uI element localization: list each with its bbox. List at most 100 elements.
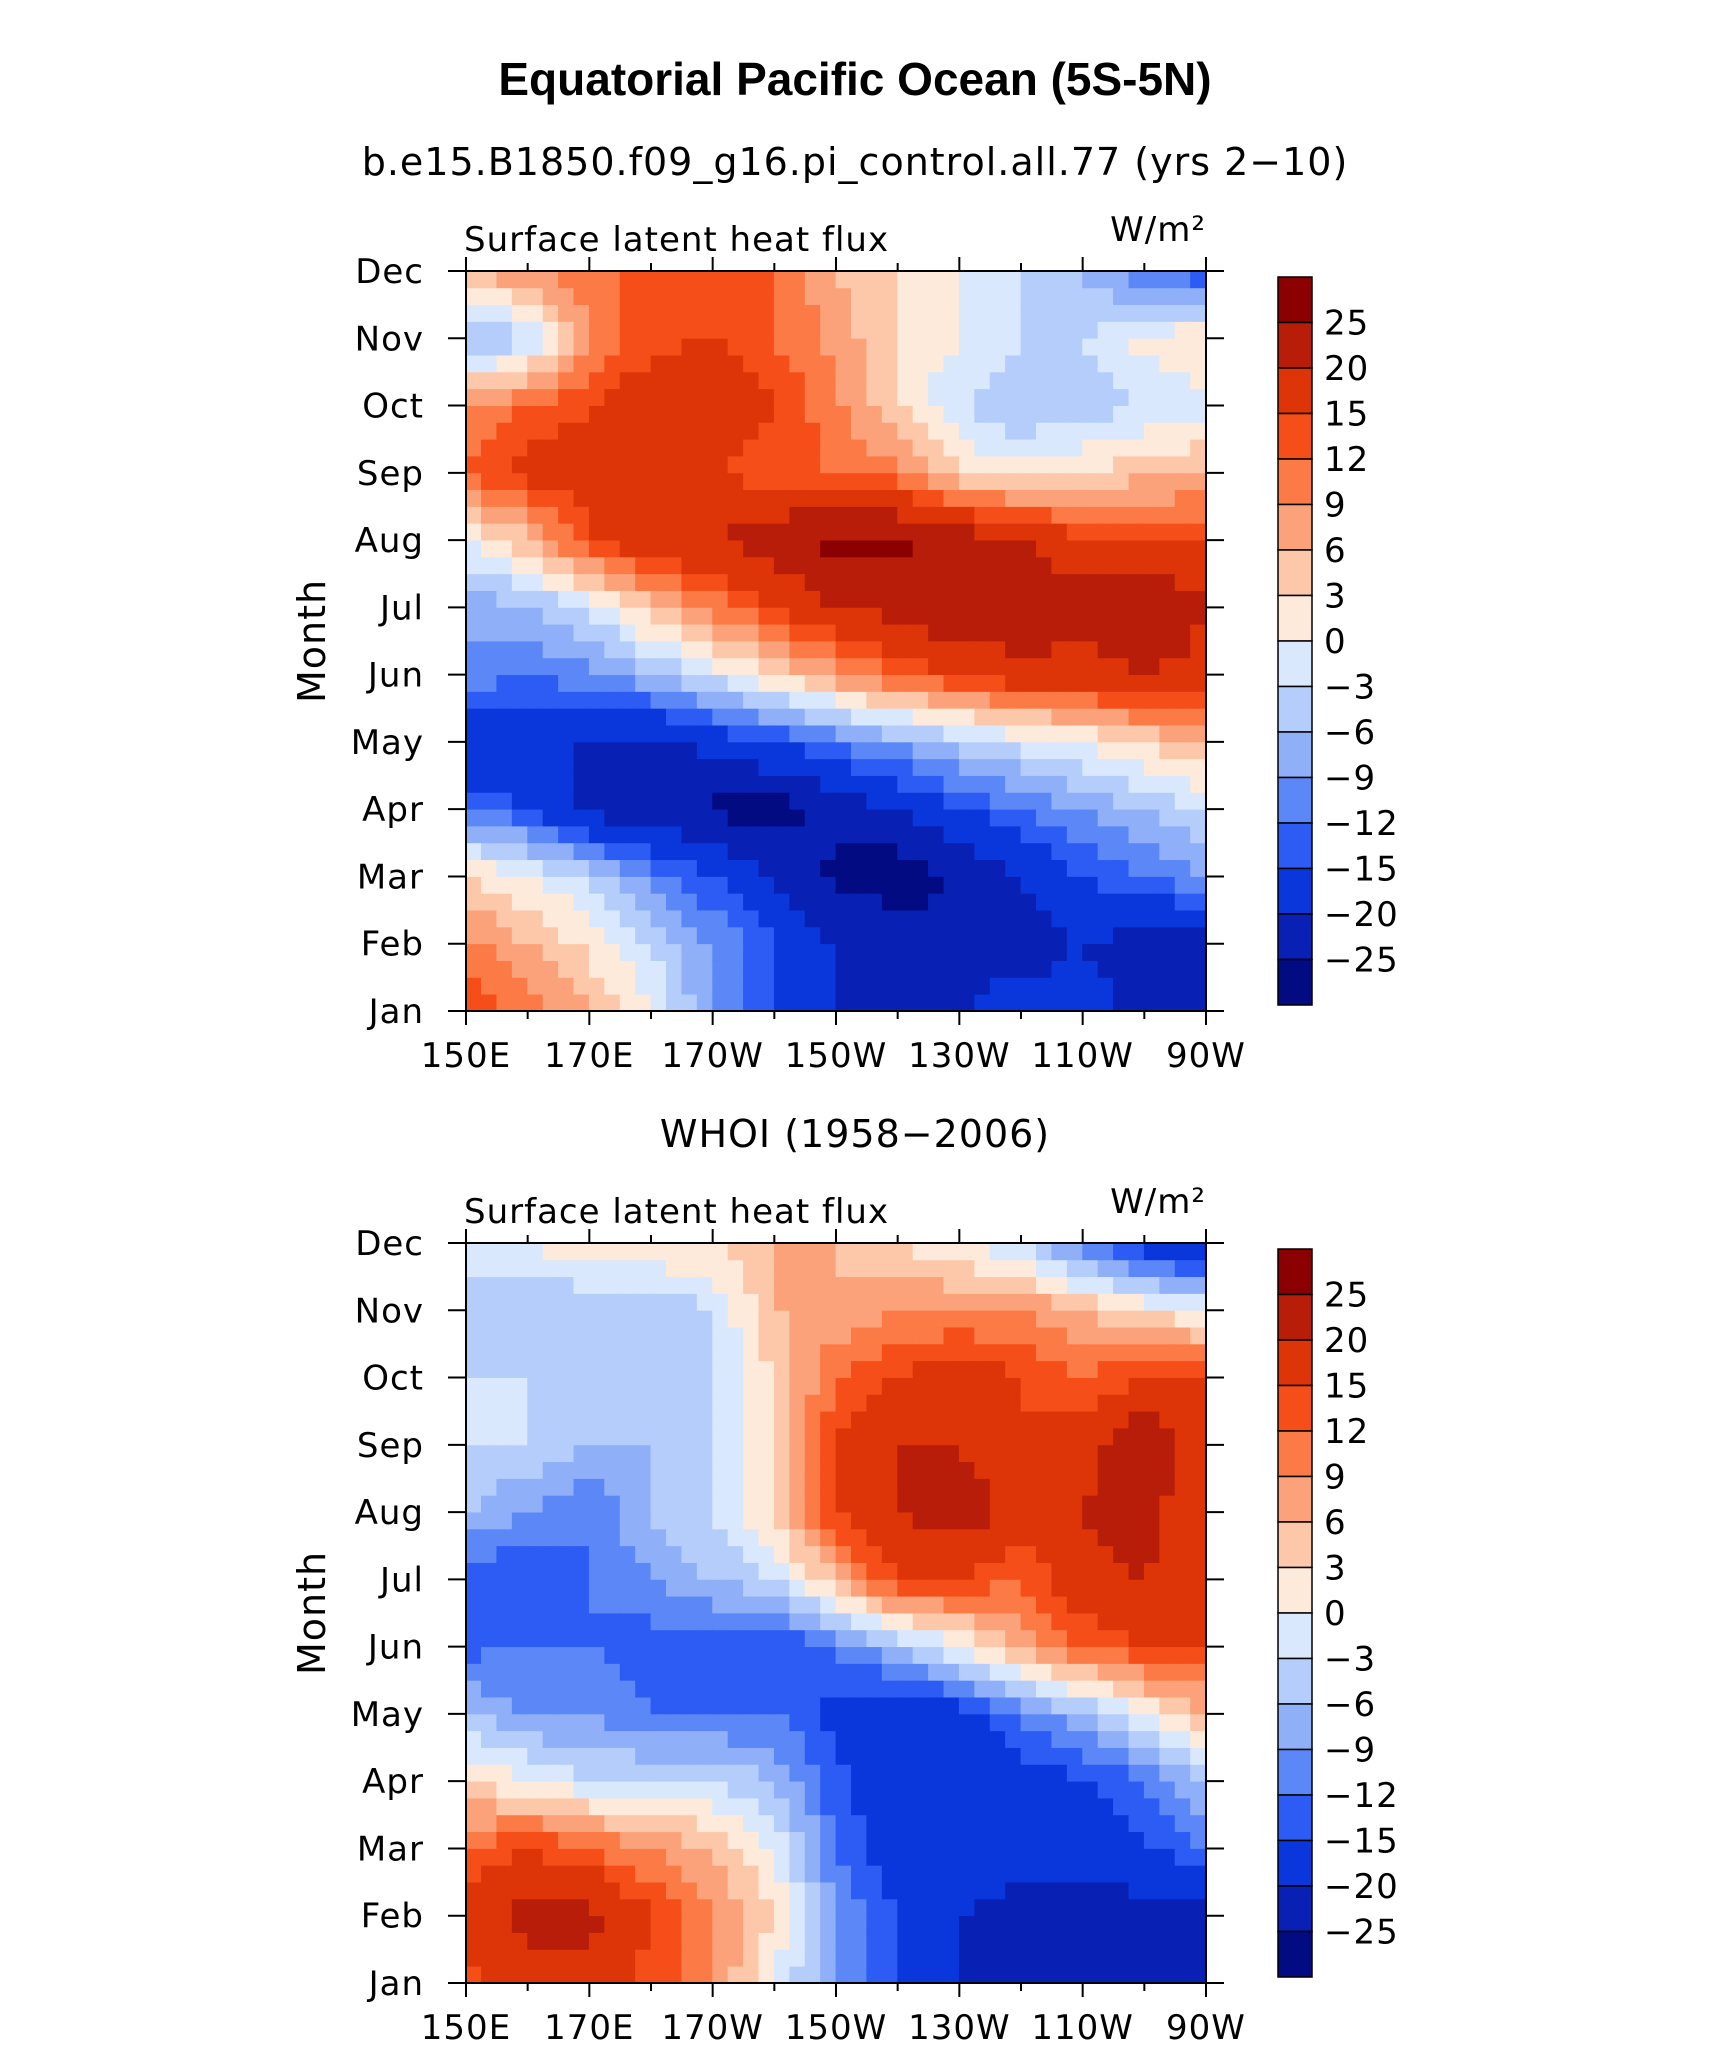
heatmap-cell xyxy=(866,271,883,289)
heatmap-cell xyxy=(558,623,575,642)
heatmap-cell xyxy=(511,909,529,928)
heatmap-cell xyxy=(974,556,991,575)
heatmap-cell xyxy=(928,1713,945,1732)
heatmap-cell xyxy=(1190,707,1206,726)
heatmap-cell xyxy=(604,337,621,356)
heatmap-cell xyxy=(712,1461,729,1479)
heatmap-cell xyxy=(773,1730,791,1748)
heatmap-cell xyxy=(511,691,529,709)
heatmap-cell xyxy=(619,775,636,793)
heatmap-cell xyxy=(1190,1595,1206,1614)
y-tick-label: Jan xyxy=(367,1964,424,2004)
heatmap-cell xyxy=(496,421,513,440)
heatmap-cell xyxy=(542,472,559,491)
heatmap-cell xyxy=(588,707,606,726)
heatmap-cell xyxy=(897,976,914,995)
heatmap-cell xyxy=(466,976,482,995)
heatmap-cell xyxy=(1036,304,1053,322)
heatmap-cell xyxy=(912,1393,929,1412)
heatmap-cell xyxy=(727,1326,744,1345)
heatmap-cell xyxy=(1174,657,1191,676)
heatmap-cell xyxy=(758,1360,775,1378)
x-tick-label: 110W xyxy=(1031,1036,1134,1076)
heatmap-cell xyxy=(835,657,852,676)
heatmap-cell xyxy=(758,304,775,322)
heatmap-cell xyxy=(1190,876,1206,894)
heatmap-cell xyxy=(943,1595,960,1614)
heatmap-cell xyxy=(851,1259,868,1278)
heatmap-cell xyxy=(789,287,806,306)
heatmap-cell xyxy=(666,1461,683,1479)
heatmap-cell xyxy=(666,388,683,406)
heatmap-cell xyxy=(573,926,590,945)
heatmap-cell xyxy=(1113,1747,1130,1765)
heatmap-cell xyxy=(604,1881,621,1900)
heatmap-cell xyxy=(666,1578,683,1597)
heatmap-cell xyxy=(881,1797,899,1816)
heatmap-cell xyxy=(542,287,559,306)
heatmap-cell xyxy=(542,354,559,373)
heatmap-cell xyxy=(558,1410,575,1429)
heatmap-cell xyxy=(974,1646,991,1664)
heatmap-cell xyxy=(619,556,636,575)
heatmap-cell xyxy=(1174,1410,1191,1429)
heatmap-cell xyxy=(588,337,606,356)
heatmap-cell xyxy=(1066,976,1084,995)
heatmap-cell xyxy=(1020,1915,1037,1933)
heatmap-cell xyxy=(1113,337,1130,356)
heatmap-cell xyxy=(1128,1478,1145,1496)
heatmap-cell xyxy=(527,1343,544,1362)
heatmap-cell xyxy=(974,1831,991,1849)
heatmap-cell xyxy=(558,489,575,507)
heatmap-cell xyxy=(481,354,498,373)
heatmap-cell xyxy=(481,691,498,709)
heatmap-cell xyxy=(666,1898,683,1917)
heatmap-cell xyxy=(727,1562,744,1580)
heatmap-cell xyxy=(773,825,791,844)
heatmap-cell xyxy=(773,573,791,591)
heatmap-cell xyxy=(635,1948,652,1967)
heatmap-cell xyxy=(1082,1360,1099,1378)
heatmap-cell xyxy=(650,1831,667,1849)
heatmap-cell xyxy=(1113,455,1130,474)
heatmap-cell xyxy=(820,876,837,894)
heatmap-cell xyxy=(1128,1545,1145,1563)
heatmap-cell xyxy=(897,909,914,928)
heatmap-cell xyxy=(1066,1343,1084,1362)
heatmap-cell xyxy=(1020,1612,1037,1631)
heatmap-cell xyxy=(912,606,929,625)
heatmap-cell xyxy=(912,1293,929,1311)
heatmap-cell xyxy=(1005,1444,1022,1463)
heatmap-cell xyxy=(789,1730,806,1748)
heatmap-cell xyxy=(974,859,991,877)
heatmap-cell xyxy=(1128,337,1145,356)
heatmap-cell xyxy=(1128,775,1145,793)
heatmap-cell xyxy=(527,1831,544,1849)
heatmap-cell xyxy=(804,1814,821,1833)
heatmap-cell xyxy=(558,1461,575,1479)
heatmap-cell xyxy=(712,1326,729,1345)
heatmap-cell xyxy=(851,1578,868,1597)
heatmap-cell xyxy=(558,808,575,827)
heatmap-cell xyxy=(727,758,744,776)
heatmap-cell xyxy=(1036,1932,1053,1950)
heatmap-cell xyxy=(696,623,714,642)
heatmap-cell xyxy=(681,590,698,608)
heatmap-cell xyxy=(1143,1848,1161,1866)
heatmap-cell xyxy=(1097,1932,1114,1950)
heatmap-cell xyxy=(1190,1276,1206,1294)
heatmap-cell xyxy=(496,707,513,726)
heatmap-cell xyxy=(758,758,775,776)
y-tick-label: Nov xyxy=(355,319,424,359)
heatmap-cell xyxy=(835,707,852,726)
heatmap-cell xyxy=(881,337,899,356)
heatmap-cell xyxy=(804,640,821,659)
heatmap-cell xyxy=(1082,455,1099,474)
heatmap-cell xyxy=(1113,1444,1130,1463)
heatmap-cell xyxy=(743,1864,760,1883)
heatmap-cell xyxy=(573,1360,590,1378)
heatmap-cell xyxy=(835,960,852,978)
heatmap-cell xyxy=(743,1713,760,1732)
heatmap-cell xyxy=(681,1511,698,1530)
heatmap-cell xyxy=(758,1494,775,1513)
